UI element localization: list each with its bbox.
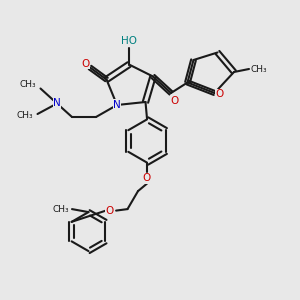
Text: CH₃: CH₃ [52, 205, 69, 214]
Text: O: O [216, 89, 224, 100]
Text: N: N [113, 100, 121, 110]
Text: CH₃: CH₃ [250, 64, 267, 74]
Text: O: O [81, 59, 90, 69]
Text: HO: HO [121, 36, 137, 46]
Text: N: N [53, 98, 61, 109]
Text: O: O [105, 206, 114, 216]
Text: CH₃: CH₃ [16, 111, 33, 120]
Text: O: O [143, 173, 151, 183]
Text: CH₃: CH₃ [20, 80, 36, 89]
Text: O: O [170, 95, 179, 106]
